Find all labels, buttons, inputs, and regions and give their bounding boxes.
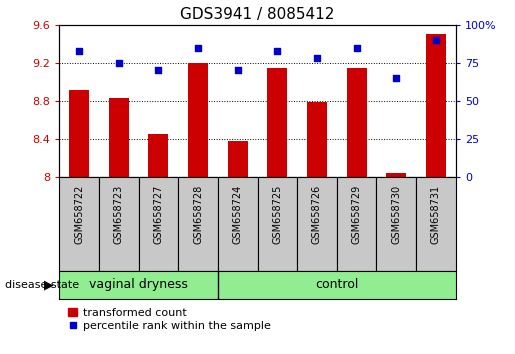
FancyBboxPatch shape	[297, 177, 337, 271]
FancyBboxPatch shape	[59, 177, 99, 271]
Text: GSM658729: GSM658729	[352, 184, 362, 244]
Text: GSM658724: GSM658724	[233, 184, 243, 244]
Bar	[307, 102, 327, 177]
Bar	[188, 63, 208, 177]
FancyBboxPatch shape	[416, 177, 456, 271]
Text: GSM658722: GSM658722	[74, 184, 84, 244]
Text: GSM658726: GSM658726	[312, 184, 322, 244]
Bar	[228, 141, 248, 177]
FancyBboxPatch shape	[139, 177, 178, 271]
FancyBboxPatch shape	[218, 177, 258, 271]
FancyBboxPatch shape	[337, 177, 376, 271]
Text: disease state: disease state	[5, 280, 79, 290]
Point	[313, 56, 321, 61]
Text: vaginal dryness: vaginal dryness	[89, 279, 188, 291]
Bar	[386, 173, 406, 177]
Point	[194, 45, 202, 50]
Text: GSM658723: GSM658723	[114, 184, 124, 244]
Bar	[267, 68, 287, 177]
Point	[75, 48, 83, 53]
Bar	[109, 98, 129, 177]
Bar	[69, 90, 89, 177]
FancyBboxPatch shape	[376, 177, 416, 271]
FancyBboxPatch shape	[99, 177, 139, 271]
FancyBboxPatch shape	[258, 177, 297, 271]
Bar	[148, 134, 168, 177]
Text: ▶: ▶	[44, 279, 54, 291]
Point	[114, 60, 123, 66]
Text: GSM658728: GSM658728	[193, 184, 203, 244]
Bar	[426, 34, 446, 177]
Point	[352, 45, 360, 50]
Point	[432, 37, 440, 43]
Text: GSM658727: GSM658727	[153, 184, 163, 244]
Text: GSM658730: GSM658730	[391, 184, 401, 244]
Bar	[347, 68, 367, 177]
Point	[233, 68, 242, 73]
Title: GDS3941 / 8085412: GDS3941 / 8085412	[180, 7, 335, 22]
Text: GSM658731: GSM658731	[431, 184, 441, 244]
Point	[273, 48, 281, 53]
Text: control: control	[315, 279, 358, 291]
Legend: transformed count, percentile rank within the sample: transformed count, percentile rank withi…	[65, 305, 274, 335]
Point	[154, 68, 162, 73]
Text: GSM658725: GSM658725	[272, 184, 282, 244]
FancyBboxPatch shape	[178, 177, 218, 271]
Point	[392, 75, 401, 81]
